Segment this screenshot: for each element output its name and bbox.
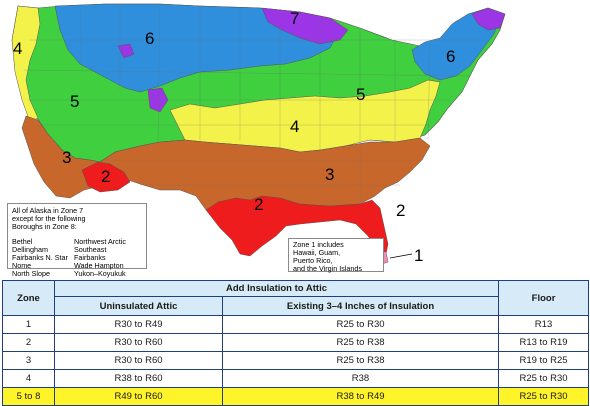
floor-column-header: Floor — [498, 280, 590, 316]
zone-cell: 1 — [2, 315, 55, 334]
alaska-note: All of Alaska in Zone 7 except for the f… — [7, 203, 147, 278]
alaska-boroughs-col1: Bethel Dellingham Fairbanks N. Star Nome… — [12, 238, 74, 278]
zone-label-fl-2: 2 — [396, 201, 405, 220]
borough-name: Northwest Arctic — [74, 237, 126, 246]
zone1-note-line: Zone 1 includes — [293, 240, 344, 249]
borough-name: Nome — [12, 261, 32, 270]
zone-label-west: 5 — [70, 92, 79, 111]
borough-name: Bethel — [12, 237, 33, 246]
zone1-note-line: Hawaii, Guam, — [293, 248, 341, 257]
zone-7-ne-region — [471, 7, 506, 31]
zone-label-mid-4: 4 — [290, 117, 299, 136]
uninsulated-cell: R49 to R60 — [54, 387, 223, 406]
borough-name: North Slope — [12, 269, 50, 278]
climate-zone-map: 4 5 6 7 6 5 4 3 3 2 2 2 1 — [11, 3, 506, 265]
borough-name: Fairbanks N. Star — [12, 253, 68, 262]
table-row: 4 R38 to R60 R38 R25 to R30 — [2, 369, 590, 388]
table-row-highlighted: 5 to 8 R49 to R60 R38 to R49 R25 to R30 — [2, 387, 590, 406]
zone1-note-line: and the Virgin Islands — [293, 264, 362, 273]
existing-cell: R25 to R38 — [221, 351, 500, 370]
zone-label-sw-3: 3 — [62, 148, 71, 167]
floor-cell: R13 — [498, 315, 590, 334]
zone-label-fl-1: 1 — [414, 246, 423, 265]
table-row: 1 R30 to R49 R25 to R30 R13 — [2, 315, 590, 334]
borough-name: Wade Hampton — [74, 261, 124, 270]
zone-column-header: Zone — [2, 280, 55, 316]
table-row: 2 R30 to R60 R25 to R38 R13 to R19 — [2, 333, 590, 352]
zone-label-north-7: 7 — [290, 9, 299, 28]
zone-label-ne-6: 6 — [446, 47, 455, 66]
insulation-table: Zone Add Insulation to Attic Floor Unins… — [2, 280, 590, 406]
zone-7-region — [261, 7, 349, 45]
existing-cell: R38 — [221, 369, 500, 388]
alaska-intro-line: Boroughs in Zone 8: — [12, 222, 77, 231]
add-insulation-header: Add Insulation to Attic — [53, 280, 500, 297]
alaska-boroughs-col2: Northwest Arctic Southeast Fairbanks Wad… — [74, 238, 136, 278]
zone1-note: Zone 1 includes Hawaii, Guam, Puerto Ric… — [288, 238, 384, 273]
floor-cell: R13 to R19 — [498, 333, 590, 352]
existing-cell: R25 to R30 — [221, 315, 500, 334]
alaska-intro-line: All of Alaska in Zone 7 — [12, 206, 84, 215]
zone-label-nw: 4 — [13, 39, 22, 58]
zone-label-north-6: 6 — [145, 29, 154, 48]
zone-7-wy-region — [117, 43, 135, 59]
uninsulated-cell: R30 to R60 — [54, 351, 223, 370]
zone-2-az-region — [81, 161, 131, 193]
floor-cell: R25 to R30 — [498, 369, 590, 388]
zone-cell: 2 — [2, 333, 55, 352]
existing-cell: R25 to R38 — [221, 333, 500, 352]
existing-insulation-header: Existing 3–4 Inches of Insulation — [221, 296, 500, 316]
zone-cell: 3 — [2, 351, 55, 370]
zone-6-region — [54, 3, 341, 93]
alaska-intro-line: except for the following — [12, 214, 86, 223]
table-row: 3 R30 to R60 R25 to R38 R19 to R25 — [2, 351, 590, 370]
borough-name: Yukon–Koyukuk — [74, 269, 126, 278]
zone-1-leader-line — [389, 253, 413, 259]
floor-cell: R25 to R30 — [498, 387, 590, 406]
zone-label-east-5: 5 — [356, 85, 365, 104]
borough-name: Dellingham — [12, 245, 48, 254]
existing-cell: R38 to R49 — [221, 387, 500, 406]
zone1-note-line: Puerto Rico, — [293, 256, 333, 265]
uninsulated-cell: R38 to R60 — [54, 369, 223, 388]
uninsulated-cell: R30 to R60 — [54, 333, 223, 352]
zone-label-tx-2: 2 — [254, 195, 263, 214]
borough-name: Southeast Fairbanks — [74, 245, 107, 262]
zone-label-az-2: 2 — [101, 167, 110, 186]
zone-cell: 4 — [2, 369, 55, 388]
county-grid — [23, 3, 480, 204]
zone-6-ne-region — [411, 7, 501, 81]
zone-cell: 5 to 8 — [2, 387, 55, 406]
zone-label-se-3: 3 — [325, 165, 334, 184]
uninsulated-cell: R30 to R49 — [54, 315, 223, 334]
floor-cell: R19 to R25 — [498, 351, 590, 370]
uninsulated-attic-header: Uninsulated Attic — [54, 296, 223, 316]
